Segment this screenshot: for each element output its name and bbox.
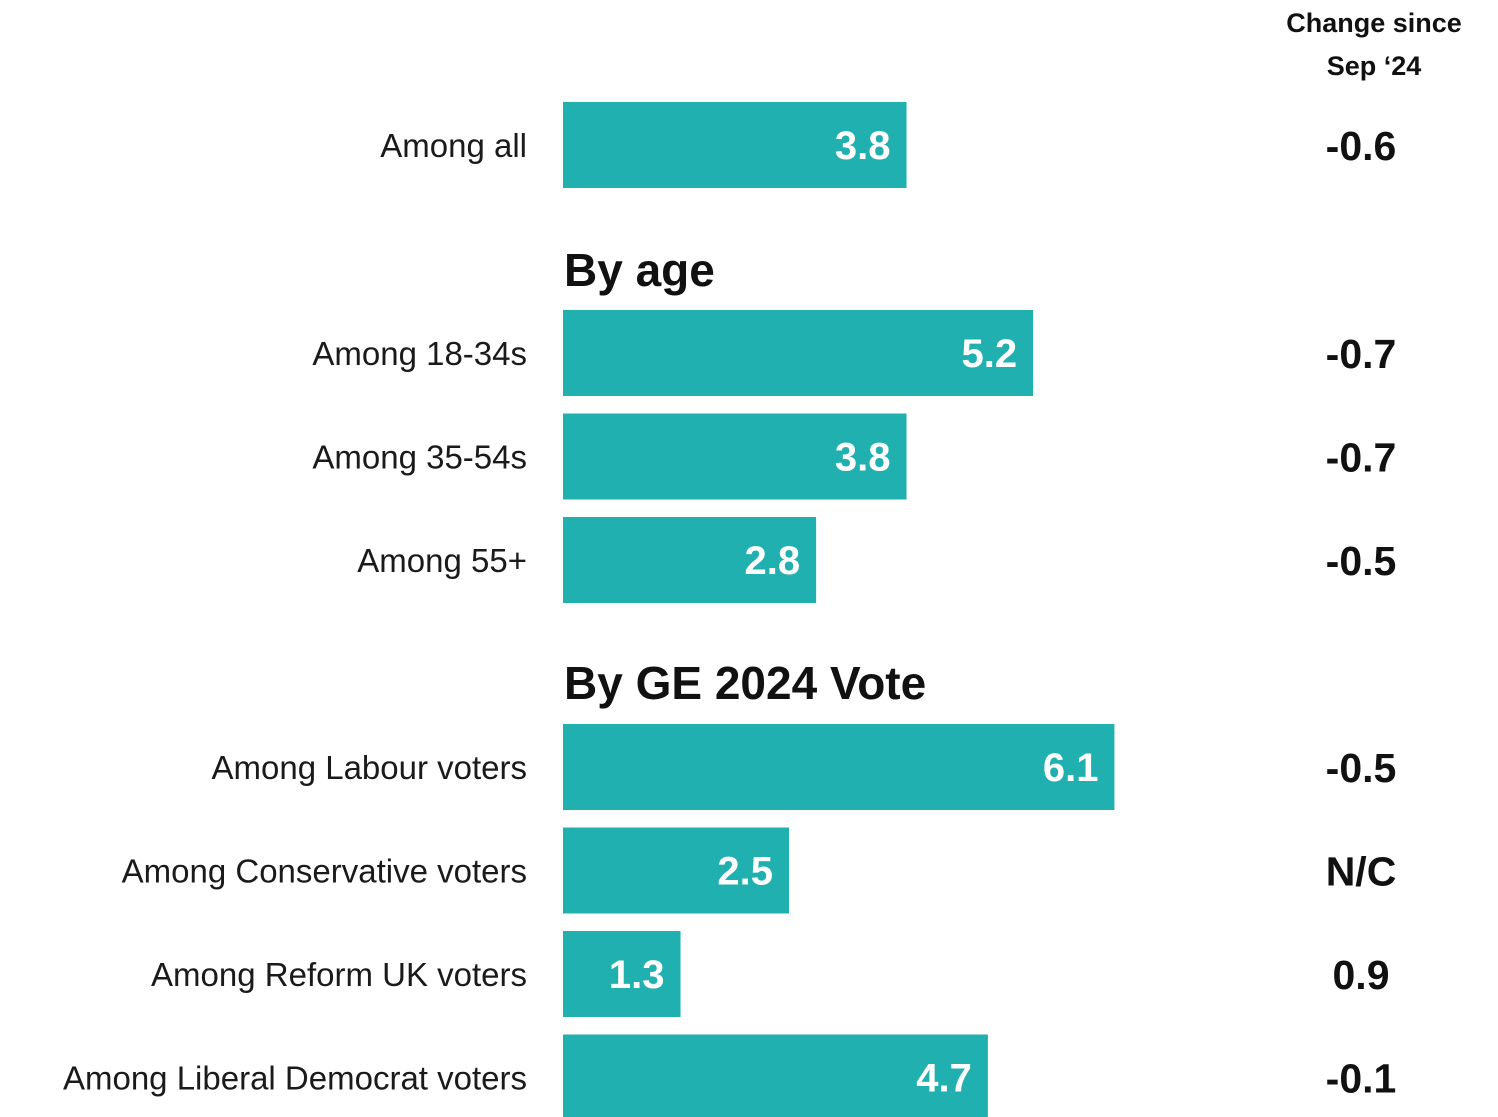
change-value-label: -0.5 <box>1326 745 1397 791</box>
change-header-line-1: Change since <box>1286 8 1462 38</box>
bar <box>563 310 1034 396</box>
section-heading: By GE 2024 Vote <box>564 657 926 709</box>
bar <box>563 931 681 1017</box>
change-header-line-2: Sep ‘24 <box>1327 51 1422 81</box>
change-value-label: -0.7 <box>1326 435 1397 481</box>
section-heading: By age <box>564 244 715 296</box>
bar <box>563 724 1115 810</box>
bar-value-label: 5.2 <box>961 332 1017 376</box>
bar <box>563 102 907 188</box>
change-value-label: -0.7 <box>1326 331 1397 377</box>
change-value-label: -0.6 <box>1326 123 1397 169</box>
bar-category-label: Among 18-34s <box>312 335 527 372</box>
bar-value-label: 3.8 <box>835 124 891 168</box>
bar-value-label: 4.7 <box>916 1057 972 1101</box>
change-value-label: 0.9 <box>1333 952 1390 998</box>
bar-category-label: Among Labour voters <box>211 749 527 786</box>
change-header: Change since Sep ‘24 <box>1286 8 1462 81</box>
bar-row: Among 35-54s 3.8 -0.7 <box>312 413 1397 500</box>
bar <box>563 517 817 603</box>
bar-category-label: Among all <box>380 127 527 164</box>
bar-value-label: 3.8 <box>835 436 891 480</box>
bar <box>563 413 907 500</box>
bar-row: Among 55+ 2.8 -0.5 <box>357 517 1396 603</box>
bar-category-label: Among Liberal Democrat voters <box>63 1060 527 1097</box>
bar-category-label: Among Conservative voters <box>122 853 527 890</box>
bar-category-label: Among Reform UK voters <box>151 956 527 993</box>
bar-value-label: 2.5 <box>717 850 773 894</box>
bar <box>563 1034 988 1117</box>
bar <box>563 827 789 914</box>
bar-row: Among all 3.8 -0.6 <box>380 102 1396 188</box>
change-value-label: -0.5 <box>1326 538 1397 584</box>
bar-row: Among Conservative voters 2.5 N/C <box>122 827 1397 914</box>
change-value-label: -0.1 <box>1326 1056 1397 1102</box>
bar-category-label: Among 35-54s <box>312 439 527 476</box>
bar-value-label: 6.1 <box>1043 746 1099 790</box>
bar-value-label: 2.8 <box>745 539 801 583</box>
chart-marks: Among all 3.8 -0.6 By age Among 18-34s 5.2 -0.… <box>63 102 1396 1117</box>
bar-row: Among 18-34s 5.2 -0.7 <box>312 310 1396 396</box>
bar-row: Among Liberal Democrat voters 4.7 -0.1 <box>63 1034 1397 1117</box>
bar-row: Among Labour voters 6.1 -0.5 <box>211 724 1396 810</box>
bar-category-label: Among 55+ <box>357 542 527 579</box>
change-value-label: N/C <box>1326 849 1397 895</box>
bar-value-label: 1.3 <box>609 953 665 997</box>
bar-row: Among Reform UK voters 1.3 0.9 <box>151 931 1390 1017</box>
